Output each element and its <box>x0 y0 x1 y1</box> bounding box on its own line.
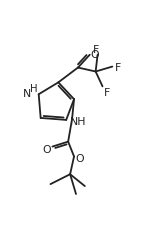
Text: NH: NH <box>70 116 86 126</box>
Text: F: F <box>115 62 121 72</box>
Text: N: N <box>23 89 31 99</box>
Text: O: O <box>76 154 84 164</box>
Text: O: O <box>42 144 51 154</box>
Text: F: F <box>104 88 111 98</box>
Text: H: H <box>30 84 38 94</box>
Text: F: F <box>93 45 99 54</box>
Text: O: O <box>90 50 99 59</box>
